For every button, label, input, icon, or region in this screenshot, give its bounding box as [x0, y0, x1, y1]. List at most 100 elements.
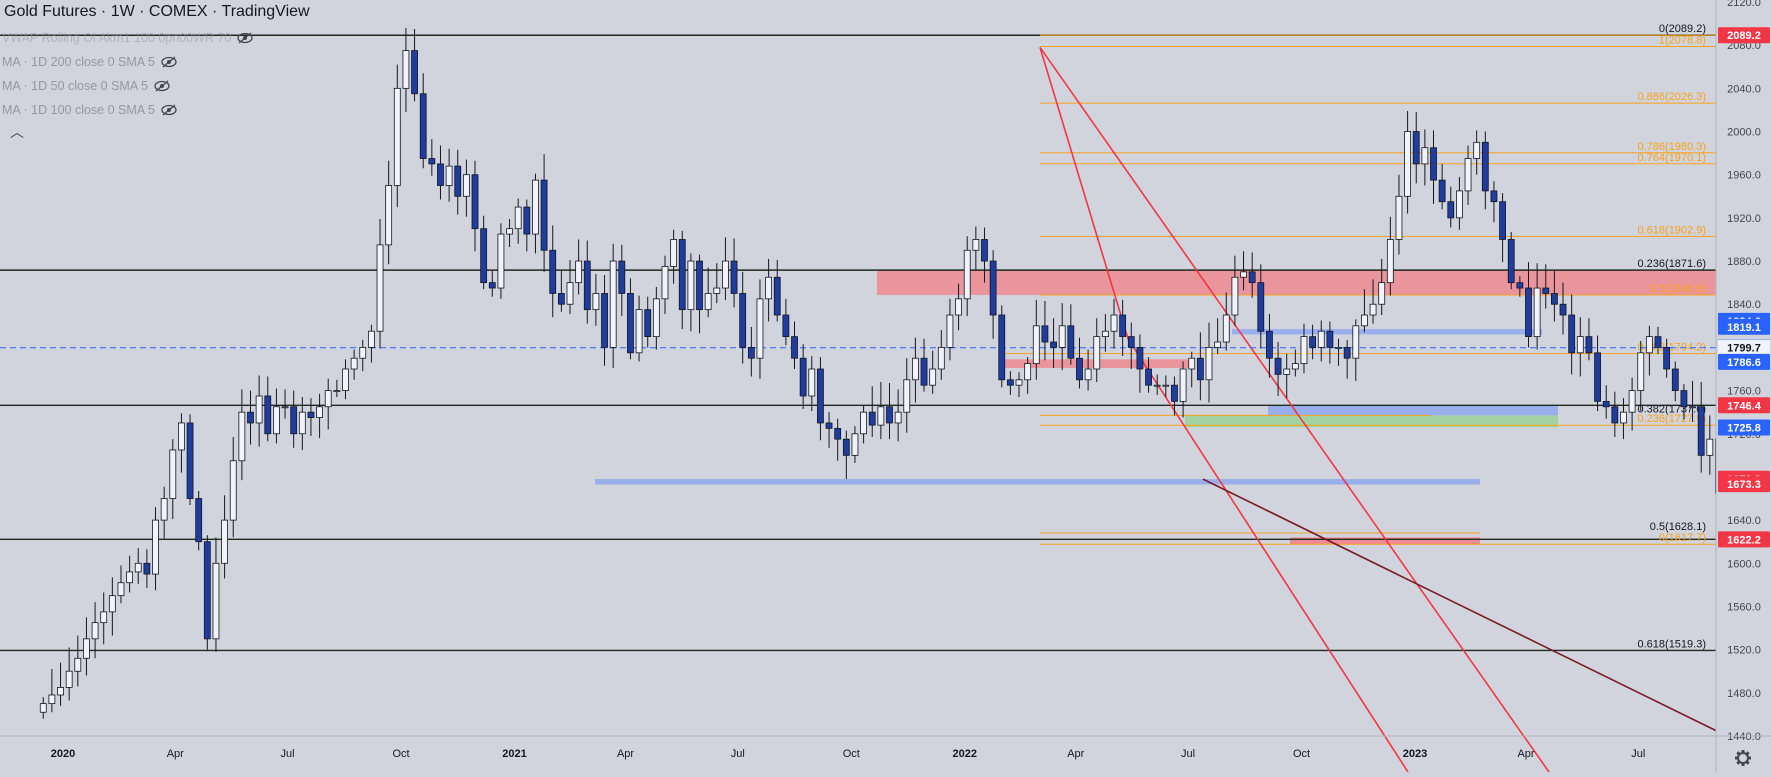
candle-body — [350, 357, 358, 370]
candle-body — [635, 309, 643, 354]
indicator-label: MA · 1D 50 close 0 SMA 5 — [2, 79, 148, 93]
candle-body — [1006, 379, 1014, 386]
candle-body — [1361, 314, 1368, 327]
candle-body — [592, 293, 600, 311]
candle-body — [1516, 282, 1524, 289]
candle-body — [186, 422, 194, 499]
candle-body — [644, 309, 652, 338]
candle-body — [722, 260, 729, 289]
candle-body — [1654, 336, 1662, 348]
candle-body — [1697, 406, 1705, 456]
candle-body — [480, 228, 488, 284]
candle-body — [1412, 131, 1420, 165]
candle-body — [229, 460, 237, 521]
trend-line — [1202, 478, 1717, 732]
chevron-up-icon[interactable]: ︿ — [10, 125, 24, 141]
candle-body — [618, 260, 626, 294]
candle-body — [1525, 287, 1532, 338]
fib-level-label: 0.618(1519.3) — [1638, 638, 1707, 650]
eye-crossed-icon[interactable] — [161, 56, 177, 68]
candle-body — [117, 582, 125, 597]
price-tag-label: 2089.2 — [1727, 30, 1761, 42]
x-tick-label: Apr — [617, 748, 634, 760]
candle-body — [765, 276, 773, 300]
candle-body — [1050, 341, 1057, 348]
candle-body — [1620, 411, 1627, 424]
candle-body — [333, 390, 341, 392]
candle-body — [462, 174, 470, 197]
x-tick-label: 2022 — [953, 748, 977, 760]
y-tick-label: 1560.0 — [1727, 601, 1761, 613]
candle-body — [523, 206, 531, 235]
candle-body — [1585, 336, 1593, 354]
y-tick-label: 1520.0 — [1727, 645, 1761, 657]
candle-body — [281, 406, 289, 409]
candle-body — [497, 233, 505, 289]
candle-body — [747, 347, 755, 359]
candle-body — [1076, 357, 1083, 381]
price-tag-label: 1819.1 — [1727, 322, 1761, 334]
candle-body — [799, 357, 807, 397]
candle-body — [1602, 400, 1610, 408]
chart-title: Gold Futures · 1W · COMEX · TradingView — [0, 0, 310, 24]
x-tick-label: Jul — [1181, 748, 1195, 760]
candle-body — [100, 611, 108, 624]
candle-body — [860, 411, 867, 435]
x-tick-label: Oct — [392, 748, 409, 760]
candle-body — [273, 406, 280, 435]
candle-body — [1438, 179, 1446, 203]
candle-body — [532, 179, 539, 235]
candle-body — [678, 239, 686, 311]
candle-body — [652, 298, 660, 338]
trend-line — [1039, 46, 1550, 773]
candle-body — [91, 622, 99, 640]
eye-crossed-icon[interactable] — [154, 80, 170, 92]
candle-body — [730, 260, 738, 294]
candle-body — [290, 406, 298, 435]
candle-body — [825, 422, 833, 429]
gear-icon[interactable] — [1735, 750, 1751, 766]
candle-body — [1015, 379, 1023, 386]
y-tick-label: 2120.0 — [1727, 0, 1761, 9]
x-tick-label: Apr — [1067, 748, 1084, 760]
candle-body — [342, 368, 349, 391]
y-tick-label: 1440.0 — [1727, 731, 1761, 743]
price-tag — [1718, 339, 1770, 356]
eye-crossed-icon[interactable] — [161, 104, 177, 116]
y-tick-label: 1480.0 — [1727, 688, 1761, 700]
candle-body — [713, 287, 721, 294]
candle-body — [1179, 368, 1187, 402]
candle-body — [108, 595, 116, 613]
candle-body — [877, 406, 885, 426]
candle-body — [756, 298, 764, 359]
candle-body — [1533, 287, 1541, 338]
fib-level-label: 0.786(1980.3) — [1638, 141, 1707, 153]
candle-body — [1369, 303, 1377, 316]
indicator-row-vwap[interactable]: VWAP Rolling Oi Akm1 100 0pn00WR 70 — [0, 26, 253, 50]
candle-body — [894, 411, 902, 424]
candle-body — [195, 498, 203, 543]
candle-body — [817, 368, 824, 424]
candle-body — [868, 411, 876, 426]
fib-level-label: 1(2078.8) — [1659, 34, 1706, 46]
candle-body — [402, 50, 410, 89]
fib-level-label: 0.764(1970.1) — [1638, 152, 1707, 164]
candle-body — [264, 395, 272, 435]
indicator-row-ma200[interactable]: MA · 1D 200 close 0 SMA 5 — [0, 50, 253, 74]
candle-body — [1171, 384, 1178, 402]
indicator-row-ma50[interactable]: MA · 1D 50 close 0 SMA 5 — [0, 74, 253, 98]
candle-body — [48, 694, 56, 705]
eye-crossed-icon[interactable] — [237, 32, 253, 44]
candle-body — [1205, 347, 1213, 381]
candle-body — [920, 357, 928, 386]
indicator-row-ma100[interactable]: MA · 1D 100 close 0 SMA 5 — [0, 98, 253, 122]
fib-level-label: 0(2089.2) — [1659, 23, 1706, 35]
candle-body — [963, 249, 971, 300]
candle-body — [324, 390, 332, 408]
candle-body — [946, 314, 954, 348]
candle-body — [152, 519, 159, 575]
candle-body — [65, 670, 73, 688]
candle-body — [359, 347, 367, 359]
